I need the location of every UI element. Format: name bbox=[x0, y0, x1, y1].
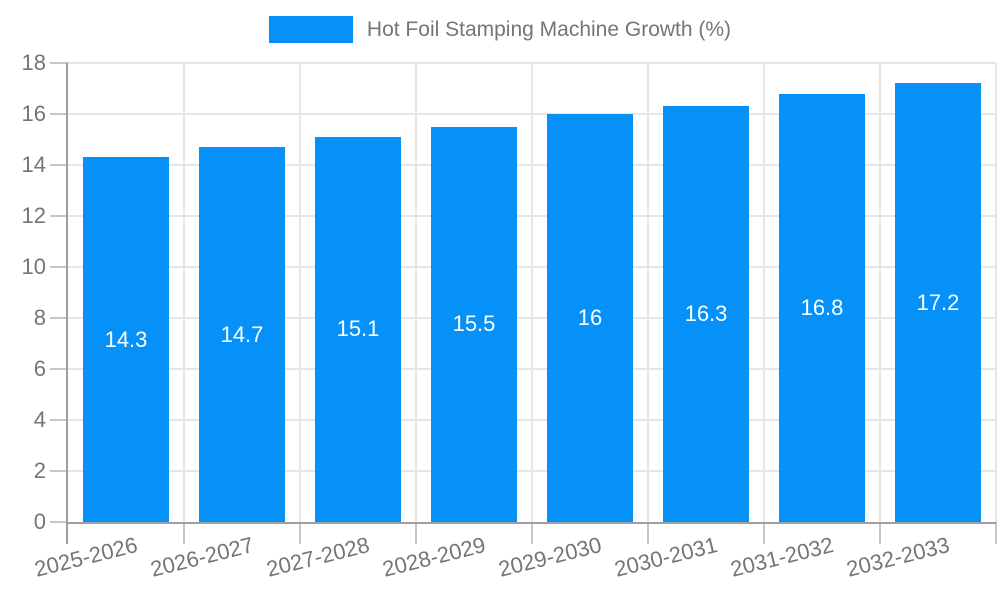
x-axis-category-label: 2027-2028 bbox=[263, 532, 372, 582]
legend-label: Hot Foil Stamping Machine Growth (%) bbox=[366, 17, 732, 41]
y-axis-tick-label: 2 bbox=[33, 458, 46, 483]
x-axis-line bbox=[68, 522, 996, 524]
gridline-vertical bbox=[415, 63, 417, 522]
bar[interactable] bbox=[779, 93, 865, 522]
gridline-vertical bbox=[647, 63, 649, 522]
y-axis-tick bbox=[50, 215, 68, 217]
x-axis-tick bbox=[879, 522, 881, 544]
x-axis-tick bbox=[299, 522, 301, 544]
bar[interactable] bbox=[663, 106, 749, 522]
x-axis-tick bbox=[183, 522, 185, 544]
bar[interactable] bbox=[83, 157, 169, 522]
x-axis-category-label: 2030-2031 bbox=[611, 532, 720, 582]
y-axis-tick bbox=[50, 164, 68, 166]
gridline-vertical bbox=[299, 63, 301, 522]
bar-value-label: 16.3 bbox=[684, 301, 728, 327]
y-axis-tick-label: 18 bbox=[21, 50, 46, 75]
gridline-vertical bbox=[995, 63, 997, 522]
bar-value-label: 17.2 bbox=[916, 289, 960, 315]
x-axis-category-label: 2029-2030 bbox=[495, 532, 604, 582]
y-axis-tick bbox=[50, 470, 68, 472]
bar-value-label: 16 bbox=[577, 305, 603, 330]
bar-value-label: 15.5 bbox=[452, 311, 496, 337]
y-axis-line bbox=[66, 63, 68, 544]
x-axis-category-label: 2031-2032 bbox=[727, 532, 836, 582]
chart-legend[interactable]: Hot Foil Stamping Machine Growth (%) bbox=[0, 16, 1000, 43]
y-axis-tick-label: 6 bbox=[33, 356, 46, 381]
y-axis-tick bbox=[50, 113, 68, 115]
y-axis-tick bbox=[50, 317, 68, 319]
x-axis-tick bbox=[415, 522, 417, 544]
y-axis-tick-label: 0 bbox=[33, 509, 46, 534]
bar[interactable] bbox=[199, 147, 285, 522]
x-axis-tick bbox=[531, 522, 533, 544]
y-axis-tick-label: 16 bbox=[21, 101, 46, 126]
bar-value-label: 16.8 bbox=[800, 294, 844, 320]
x-axis-category-label: 2025-2026 bbox=[31, 532, 140, 582]
y-axis-tick bbox=[50, 368, 68, 370]
bar[interactable] bbox=[547, 114, 633, 522]
bar-value-label: 14.3 bbox=[104, 326, 148, 352]
gridline-vertical bbox=[763, 63, 765, 522]
legend-swatch bbox=[268, 16, 353, 43]
y-axis-tick bbox=[50, 62, 68, 64]
bar-value-label: 14.7 bbox=[220, 321, 264, 347]
y-axis-tick-label: 14 bbox=[21, 152, 46, 177]
y-axis-tick-label: 4 bbox=[33, 407, 46, 432]
y-axis-tick bbox=[50, 266, 68, 268]
y-axis-tick bbox=[50, 521, 68, 523]
x-axis-tick bbox=[647, 522, 649, 544]
x-axis-category-label: 2028-2029 bbox=[379, 532, 488, 582]
x-axis-category-label: 2032-2033 bbox=[843, 532, 952, 582]
x-axis-tick bbox=[995, 522, 997, 544]
x-axis-tick bbox=[763, 522, 765, 544]
bar[interactable] bbox=[431, 126, 517, 522]
y-axis-tick-label: 10 bbox=[21, 254, 46, 279]
bar[interactable] bbox=[895, 83, 981, 522]
y-axis-tick-label: 12 bbox=[21, 203, 46, 228]
bar[interactable] bbox=[315, 136, 401, 522]
y-axis-tick-label: 8 bbox=[33, 305, 46, 330]
gridline-vertical bbox=[531, 63, 533, 522]
bar-value-label: 15.1 bbox=[336, 316, 380, 342]
gridline-vertical bbox=[879, 63, 881, 522]
x-axis-category-label: 2026-2027 bbox=[147, 532, 256, 582]
y-axis-tick bbox=[50, 419, 68, 421]
gridline-vertical bbox=[183, 63, 185, 522]
